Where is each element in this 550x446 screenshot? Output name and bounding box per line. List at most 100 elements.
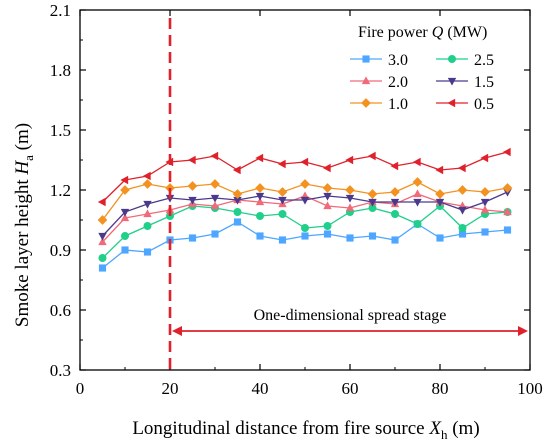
legend-marker-2.0 — [361, 76, 371, 85]
data-point-0.5 — [255, 153, 264, 163]
legend-item-0.5: 0.5 — [436, 96, 494, 113]
legend-label: 2.0 — [388, 74, 408, 91]
data-point-3.0 — [503, 226, 512, 234]
data-point-2.5 — [368, 204, 377, 212]
data-point-1.0 — [367, 189, 378, 199]
data-point-1.5 — [435, 198, 445, 207]
x-tick-label: 20 — [162, 379, 179, 398]
y-tick-label: 1.5 — [50, 121, 71, 140]
data-point-1.0 — [142, 179, 153, 189]
data-point-3.0 — [481, 228, 489, 236]
data-point-1.0 — [345, 185, 355, 195]
data-point-2.0 — [413, 189, 422, 198]
data-point-2.0 — [98, 237, 107, 246]
legend: 3.0 2.5 2.0 1.5 1.0 0.5 — [350, 52, 494, 113]
legend-title-var: Q — [432, 24, 444, 41]
data-point-1.0 — [322, 183, 333, 193]
x-tick-label: 40 — [252, 379, 269, 398]
data-point-0.5 — [120, 175, 129, 185]
data-point-2.0 — [503, 207, 512, 216]
x-axis-title-sub: h — [441, 427, 448, 442]
x-tick-label: 0 — [76, 379, 85, 398]
data-point-1.5 — [480, 198, 490, 207]
legend-label: 1.5 — [474, 74, 494, 91]
data-point-3.0 — [391, 236, 399, 244]
y-tick-label: 1.8 — [50, 61, 71, 80]
data-point-3.0 — [256, 232, 264, 240]
x-tick-label: 80 — [432, 379, 449, 398]
data-point-0.5 — [502, 147, 511, 157]
legend-title: Fire power Q (MW) — [358, 24, 487, 41]
stage-annotation: One-dimensional spread stage — [254, 307, 447, 324]
data-point-1.0 — [435, 189, 445, 199]
data-point-1.5 — [413, 198, 422, 207]
data-point-3.0 — [233, 218, 242, 226]
y-tick-label: 1.2 — [50, 181, 71, 200]
data-point-0.5 — [435, 165, 444, 175]
y-tick-label: 2.1 — [50, 1, 71, 20]
stage-arrow-head-left — [172, 326, 182, 336]
data-point-1.5 — [120, 208, 130, 217]
data-point-1.0 — [457, 185, 468, 195]
data-point-2.0 — [255, 197, 265, 206]
data-point-1.0 — [187, 181, 198, 191]
data-point-1.0 — [277, 187, 288, 197]
y-tick-label: 0.3 — [50, 361, 71, 380]
legend-item-2.0: 2.0 — [350, 74, 408, 91]
legend-marker-3.0 — [362, 55, 370, 63]
data-point-1.5 — [143, 200, 152, 209]
legend-item-3.0: 3.0 — [350, 52, 408, 69]
data-point-1.5 — [300, 196, 310, 205]
x-axis-title-main: Longitudinal distance from fire source — [132, 418, 429, 439]
y-axis-title-main: Smoke layer height — [12, 175, 33, 328]
data-point-1.5 — [368, 198, 377, 207]
data-point-1.0 — [480, 187, 490, 197]
x-axis-title-var: X — [428, 418, 442, 439]
data-point-2.5 — [233, 208, 242, 216]
data-point-1.5 — [278, 196, 287, 205]
data-point-1.5 — [345, 194, 355, 203]
data-point-0.5 — [345, 155, 354, 165]
legend-title-main: Fire power — [358, 24, 432, 41]
legend-marker-1.0 — [361, 98, 371, 108]
x-tick-label: 100 — [517, 379, 543, 398]
data-point-3.0 — [436, 234, 444, 242]
data-point-1.5 — [323, 192, 332, 201]
data-point-3.0 — [458, 230, 467, 238]
data-point-2.0 — [345, 203, 355, 212]
legend-item-1.0: 1.0 — [350, 96, 408, 113]
data-point-1.5 — [233, 196, 242, 205]
data-point-2.5 — [143, 222, 152, 230]
data-point-3.0 — [346, 234, 354, 242]
data-point-0.5 — [412, 157, 421, 167]
data-point-1.0 — [502, 183, 513, 193]
data-point-1.0 — [120, 185, 130, 195]
data-point-1.0 — [255, 183, 265, 193]
legend-marker-1.5 — [447, 77, 457, 86]
data-point-2.0 — [210, 201, 220, 210]
data-point-0.5 — [480, 153, 489, 163]
data-point-3.0 — [368, 232, 377, 240]
series-line-2.5 — [102, 205, 508, 259]
x-axis-title: Longitudinal distance from fire source X… — [132, 418, 479, 442]
data-point-0.5 — [277, 159, 286, 169]
data-point-0.5 — [457, 163, 466, 173]
legend-item-2.5: 2.5 — [436, 52, 494, 69]
data-point-0.5 — [300, 157, 309, 167]
y-axis-title: Smoke layer height Ha (m) — [12, 123, 36, 327]
data-point-1.0 — [97, 215, 108, 225]
data-point-2.0 — [480, 205, 490, 214]
data-point-1.0 — [412, 177, 423, 187]
legend-label: 1.0 — [388, 96, 408, 113]
plot-layer: 0 20 40 60 80 100 0.3 0.6 0.9 1.2 1.5 1.8 2.1 — [50, 1, 543, 398]
legend-item-1.5: 1.5 — [436, 74, 494, 91]
legend-title-unit: (MW) — [443, 24, 487, 41]
data-point-2.5 — [458, 224, 467, 232]
data-point-1.5 — [188, 196, 197, 205]
data-point-1.5 — [458, 206, 467, 215]
data-point-1.0 — [210, 179, 220, 189]
data-point-1.5 — [98, 232, 107, 241]
data-point-1.0 — [390, 187, 400, 197]
data-point-2.5 — [391, 210, 399, 218]
